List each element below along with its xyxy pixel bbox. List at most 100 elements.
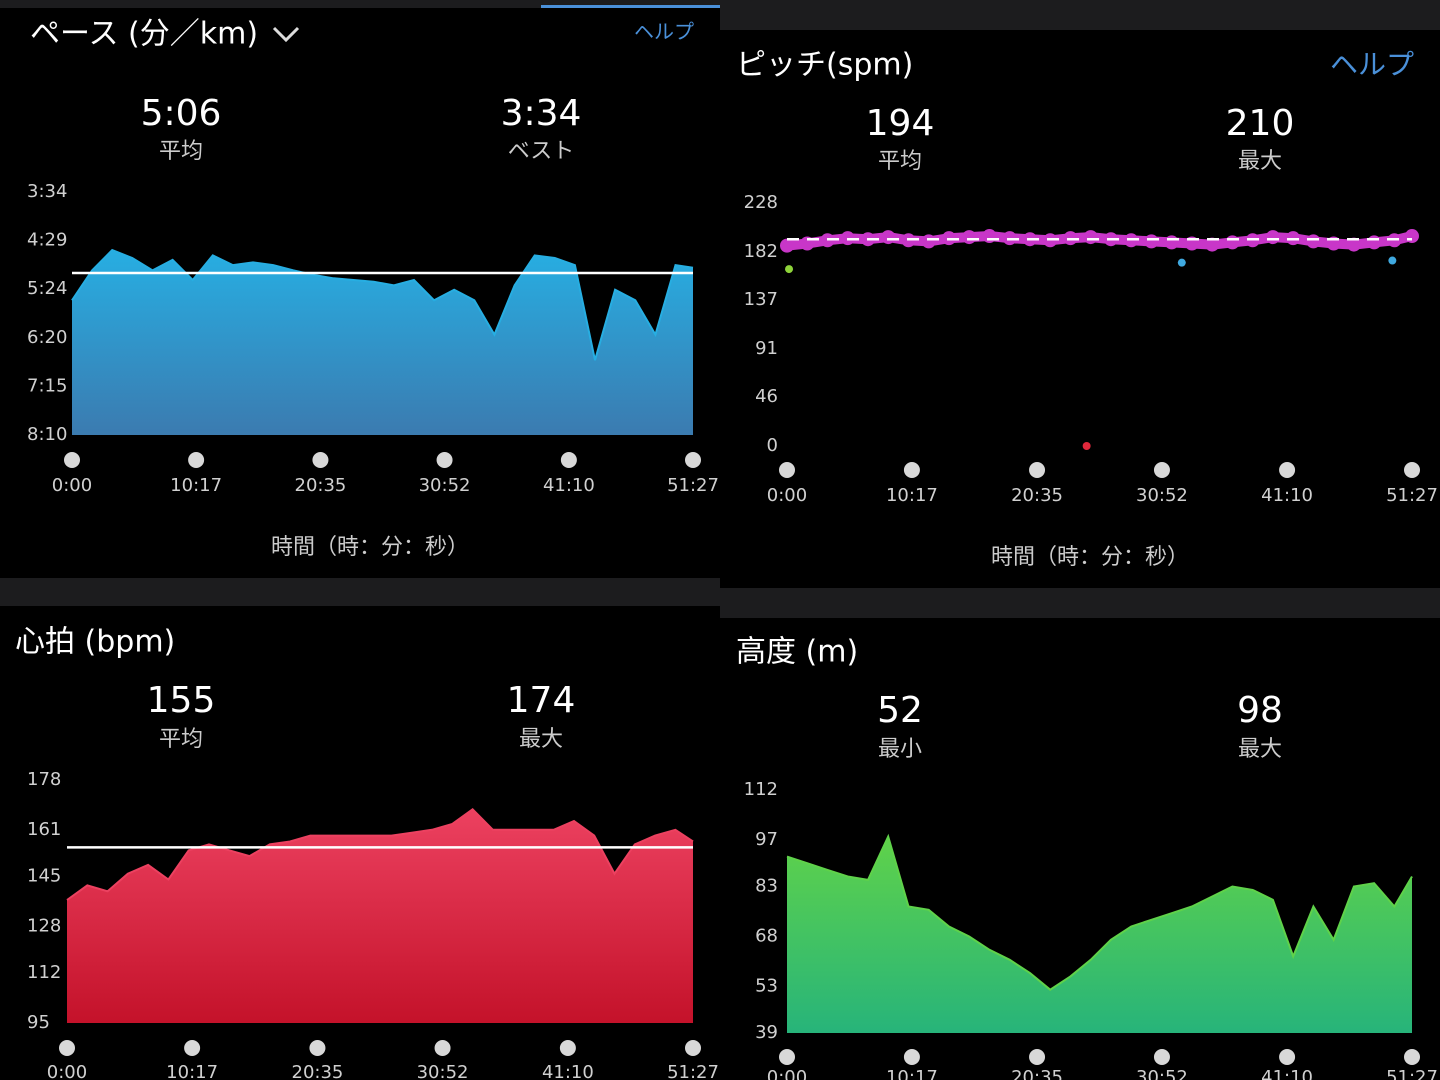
x-tick-dot [779,1049,795,1065]
stat-caption: 最小 [878,737,922,762]
x-tick-dot [1153,1049,1170,1065]
y-tick-label: 46 [755,386,778,407]
point [1082,442,1091,450]
x-tick-label: 10:17 [170,475,222,496]
x-tick-dot [64,452,80,468]
x-tick-label: 0:00 [52,475,92,496]
chart-title: 心拍 (bpm) [15,625,175,660]
x-tick-label: 10:17 [886,1067,938,1080]
x-tick-dot [903,1049,920,1065]
x-tick-dot [779,462,795,478]
stat-value: 194 [866,103,935,144]
x-tick-dot [184,1040,201,1056]
stat-value: 3:34 [501,93,582,134]
y-tick-label: 95 [27,1012,50,1033]
point [1388,256,1397,265]
x-tick-dot [59,1040,75,1056]
x-tick-dot [1279,462,1296,478]
x-tick-label: 41:10 [542,1062,594,1080]
x-tick-dot [309,1040,326,1056]
x-tick-dot [685,452,701,468]
y-tick-label: 228 [744,192,778,213]
x-tick-label: 41:10 [1261,1067,1313,1080]
stat-caption: 平均 [159,139,203,164]
stat-caption: 最大 [519,727,563,752]
x-tick-dot [1153,462,1170,478]
dropdown-chevron[interactable] [272,26,300,43]
x-tick-dot [560,452,577,468]
x-tick-dot [1029,462,1046,478]
chart-title: ペース (分／km) [30,17,258,52]
stat-caption: 最大 [1238,737,1282,762]
x-tick-label: 51:27 [1386,1067,1438,1080]
y-tick-label: 4:29 [27,229,67,250]
y-tick-label: 178 [27,769,61,790]
y-tick-label: 53 [755,975,778,996]
x-tick-label: 30:52 [419,475,471,496]
tab-bar [0,0,720,8]
x-tick-dot [1029,1049,1046,1065]
y-tick-label: 0 [767,435,778,456]
x-tick-dot [685,1040,701,1056]
area-fill [67,809,693,1023]
area-line [786,833,1413,991]
y-tick-label: 161 [27,819,61,840]
x-tick-label: 51:27 [1386,485,1438,506]
point-band [786,231,1414,251]
y-tick-label: 68 [755,925,778,946]
y-tick-label: 91 [755,338,778,359]
stat-value: 52 [877,690,923,731]
chart-title: ピッチ(spm) [736,48,913,83]
x-tick-label: 0:00 [767,485,807,506]
stat-value: 5:06 [141,93,222,134]
area-fill [72,250,693,435]
help-link[interactable]: ヘルプ [1330,48,1414,81]
x-tick-dot [559,1040,576,1056]
x-tick-label: 41:10 [1261,485,1313,506]
y-tick-label: 182 [744,241,778,262]
y-tick-label: 128 [27,915,61,936]
tab-indicator [541,5,720,8]
x-tick-dot [1279,1049,1296,1065]
stat-value: 210 [1226,103,1295,144]
y-tick-label: 8:10 [27,424,67,445]
x-tick-dot [1404,462,1420,478]
y-tick-label: 137 [744,289,778,310]
stat-value: 155 [147,680,216,721]
x-tick-dot [312,452,329,468]
stat-caption: 平均 [878,149,922,174]
stat-value: 98 [1237,690,1283,731]
x-tick-label: 20:35 [1011,1067,1063,1080]
y-tick-label: 83 [755,876,778,897]
x-axis-label: 時間（時：分：秒） [991,545,1189,570]
x-axis-label: 時間（時：分：秒） [271,535,469,560]
x-tick-label: 20:35 [295,475,347,496]
y-tick-label: 97 [755,829,778,850]
y-tick-label: 7:15 [27,376,67,397]
stat-value: 174 [507,680,576,721]
x-tick-dot [188,452,205,468]
x-tick-label: 30:52 [1136,485,1188,506]
x-tick-label: 0:00 [47,1062,87,1080]
y-tick-label: 6:20 [27,327,67,348]
area-line [71,248,694,361]
x-tick-label: 20:35 [292,1062,344,1080]
y-tick-label: 112 [744,779,778,800]
y-tick-label: 5:24 [27,278,67,299]
help-link[interactable]: ヘルプ [634,20,694,44]
stat-caption: 平均 [159,727,203,752]
stat-caption: ベスト [508,139,574,164]
x-tick-label: 10:17 [886,485,938,506]
y-tick-label: 112 [27,962,61,983]
x-tick-label: 51:27 [667,1062,719,1080]
separator [720,588,1440,618]
area-fill [787,836,1412,1033]
chart-title: 高度 (m) [736,635,858,670]
x-tick-dot [434,1040,451,1056]
y-tick-label: 145 [27,866,61,887]
point [785,265,794,274]
x-tick-dot [1404,1049,1420,1065]
separator [0,578,720,606]
x-tick-label: 20:35 [1011,485,1063,506]
